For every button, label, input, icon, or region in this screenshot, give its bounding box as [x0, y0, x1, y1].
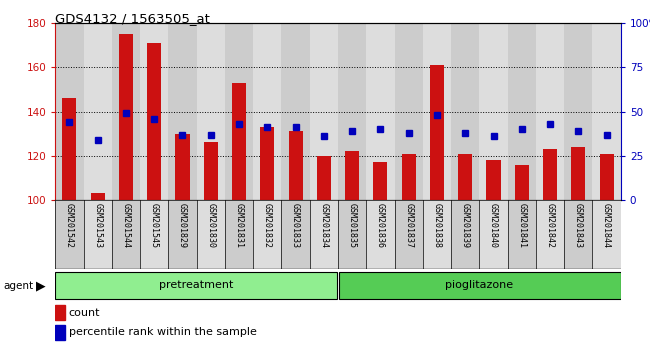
Bar — [571, 147, 586, 200]
Text: GSM201839: GSM201839 — [461, 204, 470, 249]
Bar — [140, 200, 168, 269]
Bar — [367, 200, 395, 269]
Bar — [508, 200, 536, 269]
Text: agent: agent — [3, 281, 33, 291]
Bar — [90, 193, 105, 200]
Text: GSM201544: GSM201544 — [122, 204, 131, 249]
Text: GSM201843: GSM201843 — [574, 204, 583, 249]
Text: count: count — [69, 308, 100, 318]
Bar — [338, 23, 367, 200]
Text: GSM201545: GSM201545 — [150, 204, 159, 249]
Bar — [83, 23, 112, 200]
Bar — [119, 34, 133, 200]
Text: pretreatment: pretreatment — [159, 280, 234, 290]
Text: ▶: ▶ — [36, 280, 46, 292]
Bar — [367, 23, 395, 200]
Bar — [338, 200, 367, 269]
Bar — [543, 149, 557, 200]
Bar — [422, 200, 451, 269]
Bar — [564, 23, 593, 200]
FancyBboxPatch shape — [55, 272, 337, 299]
Bar — [289, 131, 303, 200]
Bar — [599, 154, 614, 200]
Text: GSM201543: GSM201543 — [93, 204, 102, 249]
Text: GSM201829: GSM201829 — [178, 204, 187, 249]
FancyBboxPatch shape — [339, 272, 621, 299]
Text: GSM201835: GSM201835 — [348, 204, 357, 249]
Bar — [176, 133, 190, 200]
Bar — [564, 200, 593, 269]
Bar — [345, 152, 359, 200]
Bar — [254, 200, 281, 269]
Bar — [196, 200, 225, 269]
Bar — [458, 154, 473, 200]
Bar — [140, 23, 168, 200]
Bar — [593, 23, 621, 200]
Bar — [112, 23, 140, 200]
Bar — [395, 200, 423, 269]
Bar — [373, 162, 387, 200]
Bar — [168, 23, 197, 200]
Bar — [62, 98, 77, 200]
Bar — [55, 325, 65, 340]
Bar — [536, 200, 564, 269]
Bar — [310, 23, 338, 200]
Text: GSM201844: GSM201844 — [602, 204, 611, 249]
Bar — [55, 306, 65, 320]
Bar — [254, 23, 281, 200]
Bar — [486, 160, 500, 200]
Text: GSM201834: GSM201834 — [319, 204, 328, 249]
Bar — [112, 200, 140, 269]
Text: percentile rank within the sample: percentile rank within the sample — [69, 327, 257, 337]
Text: GSM201841: GSM201841 — [517, 204, 526, 249]
Text: GSM201837: GSM201837 — [404, 204, 413, 249]
Text: GSM201831: GSM201831 — [235, 204, 244, 249]
Bar — [480, 23, 508, 200]
Bar — [55, 23, 83, 200]
Bar — [508, 23, 536, 200]
Text: GSM201836: GSM201836 — [376, 204, 385, 249]
Text: GSM201542: GSM201542 — [65, 204, 74, 249]
Bar — [451, 23, 480, 200]
Text: pioglitazone: pioglitazone — [445, 280, 514, 290]
Bar — [168, 200, 197, 269]
Bar — [203, 142, 218, 200]
Text: GSM201842: GSM201842 — [545, 204, 554, 249]
Text: GSM201832: GSM201832 — [263, 204, 272, 249]
Bar — [317, 156, 331, 200]
Bar — [55, 200, 83, 269]
Bar — [395, 23, 423, 200]
Bar — [430, 65, 444, 200]
Bar — [422, 23, 451, 200]
Bar — [515, 165, 529, 200]
Bar — [451, 200, 480, 269]
Bar — [225, 23, 254, 200]
Bar — [536, 23, 564, 200]
Bar — [281, 200, 310, 269]
Bar — [402, 154, 416, 200]
Text: GSM201838: GSM201838 — [432, 204, 441, 249]
Bar — [480, 200, 508, 269]
Bar — [593, 200, 621, 269]
Bar — [147, 43, 161, 200]
Bar — [232, 83, 246, 200]
Text: GSM201833: GSM201833 — [291, 204, 300, 249]
Bar — [196, 23, 225, 200]
Text: GSM201830: GSM201830 — [206, 204, 215, 249]
Bar — [310, 200, 338, 269]
Bar — [83, 200, 112, 269]
Bar — [281, 23, 310, 200]
Text: GDS4132 / 1563505_at: GDS4132 / 1563505_at — [55, 12, 210, 25]
Text: GSM201840: GSM201840 — [489, 204, 498, 249]
Bar — [260, 127, 274, 200]
Bar — [225, 200, 254, 269]
